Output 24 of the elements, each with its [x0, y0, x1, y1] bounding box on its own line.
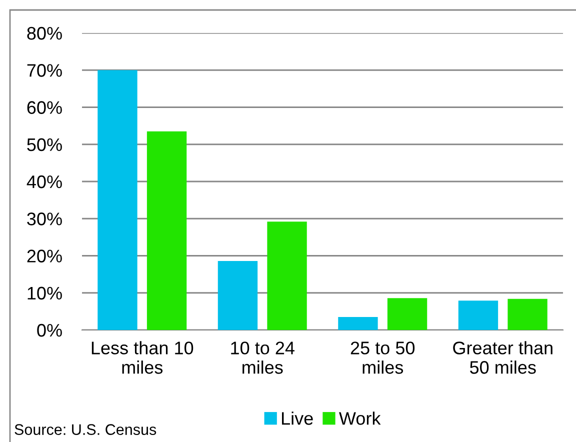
bar	[338, 317, 378, 330]
bar	[146, 131, 187, 330]
x-tick-label: 25 to 50 miles	[350, 342, 415, 374]
legend-label: Work	[339, 412, 381, 425]
y-tick-label: 30%	[27, 212, 62, 226]
y-tick-label: 60%	[27, 101, 62, 114]
y-tick-label: 70%	[27, 64, 62, 77]
y-tick-label: 20%	[27, 250, 62, 262]
y-tick-label: 40%	[26, 175, 62, 188]
bar	[458, 300, 498, 330]
bar	[387, 298, 428, 330]
bar	[508, 298, 548, 330]
bar	[98, 70, 138, 330]
y-tick-label: 80%	[27, 26, 62, 40]
x-tick-label: 10 to 24 miles	[231, 342, 294, 374]
y-tick-label: 0%	[37, 324, 62, 337]
legend-label: Live	[282, 412, 313, 425]
bar	[218, 260, 258, 330]
y-tick-label: 10%	[28, 286, 62, 300]
x-tick-label: Less than 10 miles	[92, 341, 194, 374]
source-note: Source: U.S. Census	[14, 424, 156, 435]
bar	[267, 222, 307, 330]
y-tick-label: 50%	[27, 138, 62, 152]
x-tick-label: Greater than 50 miles	[453, 341, 552, 374]
